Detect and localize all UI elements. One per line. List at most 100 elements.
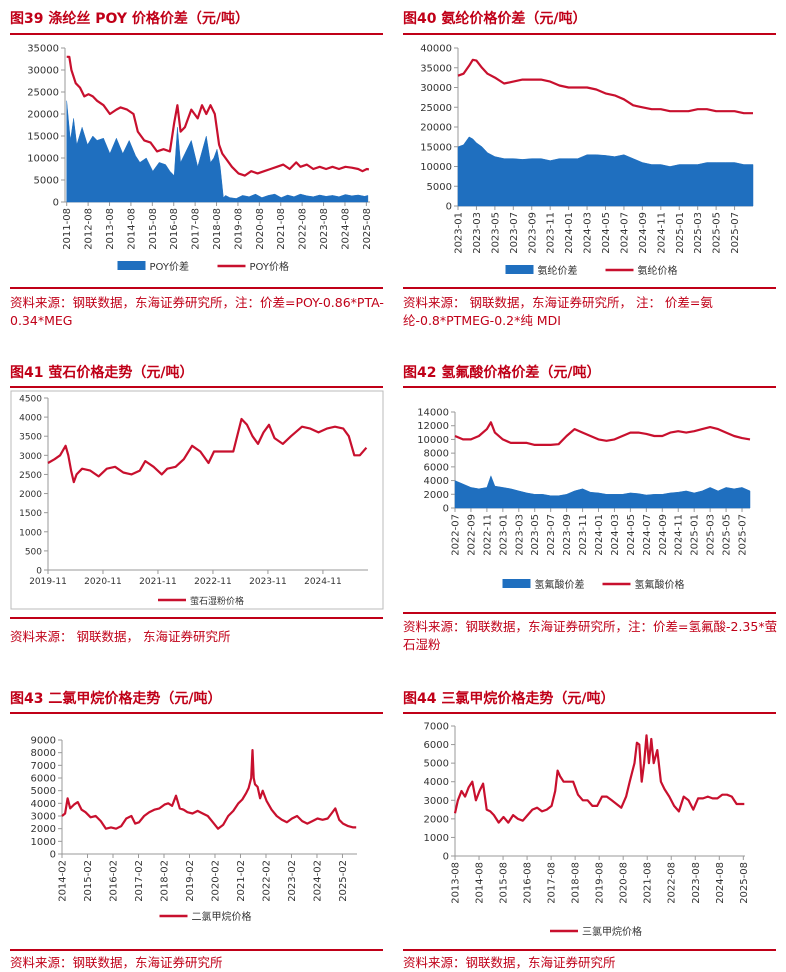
y-tick-label: 4000 [31, 799, 56, 810]
legend-label: 氨纶价格 [638, 264, 678, 277]
x-tick-label: 2024-07 [619, 212, 630, 254]
x-tick-label: 2023-09 [562, 514, 573, 556]
y-tick-label: 8000 [424, 449, 449, 460]
x-tick-label: 2023-05 [490, 212, 501, 254]
x-tick-label: 2017-08 [547, 862, 558, 904]
y-tick-label: 1500 [19, 509, 42, 519]
chart-fluorite-svg: 0 500 1000 1500 2000 2500 3000 3500 4000 4500 2019… [10, 390, 384, 610]
x-tick-label: 2025-01 [690, 514, 701, 556]
chart-spandex: 0 5000 10000 15000 20000 25000 30000 35000 40000… [403, 38, 778, 283]
y-tick-label: 25000 [420, 103, 452, 114]
title-rule [403, 712, 776, 714]
series-line-0 [61, 748, 357, 830]
x-tick-label: 2023-01 [498, 514, 509, 556]
x-tick-label: 2020-08 [255, 208, 266, 250]
y-tick-label: 0 [53, 198, 59, 209]
y-tick-label: 6000 [424, 740, 449, 751]
y-tick-label: 0 [446, 202, 452, 213]
legend-label: 二氯甲烷价格 [192, 910, 252, 923]
y-tick-label: 7000 [424, 722, 449, 733]
title-rule [10, 712, 383, 714]
chart-poy-svg: 0 5000 10000 15000 20000 25000 30000 35000 2011-… [27, 44, 373, 274]
chart-title-43: 图43 二氯甲烷价格走势（元/吨） [10, 691, 222, 707]
y-tick-label: 15000 [27, 132, 59, 143]
y-tick-label: 5000 [424, 759, 449, 770]
x-tick-label: 2017-02 [134, 860, 145, 902]
chart-hf: 0 2000 4000 6000 8000 10000 12000 14000 2022-07 2… [403, 390, 778, 605]
x-tick-label: 2014-08 [475, 862, 486, 904]
y-tick-label: 5000 [427, 182, 452, 193]
legend-swatch-area [505, 265, 534, 274]
title-rule [403, 386, 776, 388]
y-tick-label: 2500 [19, 471, 42, 481]
y-tick-label: 0 [443, 852, 449, 863]
y-tick-label: 2000 [424, 490, 449, 501]
y-tick-label: 10000 [27, 154, 59, 165]
source-note-43: 资料来源：钢联数据，东海证券研究所 [10, 955, 223, 970]
x-tick-label: 2025-08 [739, 862, 750, 904]
x-tick-label: 2014-08 [126, 208, 137, 250]
x-tick-label: 2022-11 [482, 514, 493, 556]
x-tick-label: 2022-08 [298, 208, 309, 250]
chart-tcm: 0 1000 2000 3000 4000 5000 6000 7000 2013-08 2014… [403, 718, 778, 943]
y-tick-label: 0 [36, 567, 42, 577]
y-tick-label: 3000 [31, 812, 56, 823]
x-tick-label: 2023-07 [509, 212, 520, 254]
x-tick-label: 2025-08 [362, 208, 373, 250]
x-tick-label: 2024-09 [658, 514, 669, 556]
x-tick-label: 2025-07 [738, 514, 749, 556]
y-tick-label: 7000 [31, 761, 56, 772]
y-tick-label: 3500 [19, 433, 42, 443]
x-tick-label: 2023-11 [578, 514, 589, 556]
x-tick-label: 2016-08 [523, 862, 534, 904]
legend-swatch-area [117, 261, 146, 270]
x-tick-label: 2024-08 [715, 862, 726, 904]
y-tick-label: 2000 [19, 490, 42, 500]
x-tick-label: 2023-11 [249, 577, 287, 587]
y-tick-label: 20000 [27, 110, 59, 121]
x-tick-label: 2016-02 [108, 860, 119, 902]
x-tick-label: 2024-03 [610, 514, 621, 556]
x-tick-label: 2012-08 [84, 208, 95, 250]
x-tick-label: 2014-02 [58, 860, 69, 902]
x-tick-label: 2025-02 [338, 860, 349, 902]
y-tick-label: 35000 [27, 44, 59, 55]
chart-fluorite: 0 500 1000 1500 2000 2500 3000 3500 4000 4500 2019… [10, 390, 385, 612]
x-tick-label: 2024-02 [312, 860, 323, 902]
legend-label: 萤石湿粉价格 [190, 595, 244, 607]
x-tick-label: 2022-08 [667, 862, 678, 904]
legend-swatch-area [502, 579, 531, 588]
y-tick-label: 9000 [31, 736, 56, 747]
series-area-0 [66, 100, 369, 203]
y-tick-label: 30000 [27, 66, 59, 77]
x-tick-label: 2024-05 [601, 212, 612, 254]
source-note-41: 资料来源： 钢联数据， 东海证券研究所 [10, 629, 231, 644]
legend-label: 氢氟酸价差 [535, 578, 585, 591]
y-tick-label: 1000 [31, 837, 56, 848]
x-tick-label: 2023-07 [546, 514, 557, 556]
chart-title-40: 图40 氨纶价格价差（元/吨） [403, 11, 587, 27]
x-tick-label: 2022-02 [261, 860, 272, 902]
x-tick-label: 2015-02 [83, 860, 94, 902]
x-tick-label: 2022-11 [194, 577, 232, 587]
x-tick-label: 2016-08 [169, 208, 180, 250]
chart-spandex-svg: 0 5000 10000 15000 20000 25000 30000 35000 40000… [420, 44, 754, 277]
y-tick-label: 2000 [31, 824, 56, 835]
x-tick-label: 2024-11 [656, 212, 667, 254]
y-tick-label: 0 [443, 504, 449, 515]
x-tick-label: 2023-03 [472, 212, 483, 254]
x-tick-label: 2025-03 [706, 514, 717, 556]
x-tick-label: 2015-08 [499, 862, 510, 904]
legend-label: POY价差 [150, 260, 189, 273]
y-tick-label: 30000 [420, 83, 452, 94]
y-tick-label: 15000 [420, 142, 452, 153]
x-tick-label: 2013-08 [105, 208, 116, 250]
chart-dcm: 0 1000 2000 3000 4000 5000 6000 7000 8000 9000 201… [10, 718, 385, 943]
source-rule [10, 617, 383, 619]
y-tick-label: 35000 [420, 63, 452, 74]
x-tick-label: 2023-05 [530, 514, 541, 556]
y-tick-label: 4000 [424, 777, 449, 788]
chart-poy: 0 5000 10000 15000 20000 25000 30000 35000 2011-… [10, 38, 385, 283]
source-note-39: 资料来源：钢联数据，东海证券研究所，注：价差=POY-0.86*PTA-0.34… [10, 295, 384, 328]
